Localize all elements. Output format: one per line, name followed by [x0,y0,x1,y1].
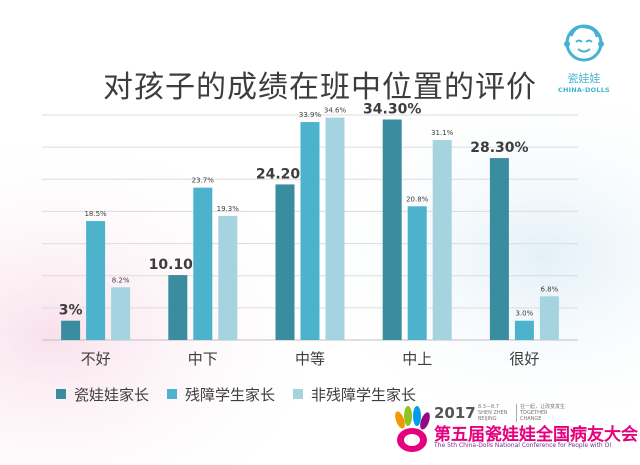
bar [539,296,559,340]
bar [111,287,131,340]
data-label: 3% [59,303,83,319]
data-label: 24.20% [256,166,314,182]
event-slogan: 在一起，让改变发生 TOGETHER CHANGE [516,404,578,422]
colorful-hand-logo-icon [395,406,430,452]
x-tick-label: 不好 [81,350,111,368]
brand-name-en: CHINA-DOLLS [558,86,610,94]
data-label: 34.6% [324,107,347,115]
legend-item: 非残障学生家长 [293,384,416,405]
data-label: 34.30% [363,102,421,118]
data-label: 19.3% [217,205,240,213]
x-tick-label: 中等 [295,350,325,368]
event-name-en: The 5th China-Dolls National Conference … [434,442,612,449]
brand-name-cn: 瓷娃娃 [567,72,601,85]
data-label: 8.2% [112,276,130,284]
chart-title: 对孩子的成绩在班中位置的评价 [103,70,537,105]
data-label: 10.10% [149,257,207,273]
bar [407,206,427,340]
china-dolls-logo: 瓷娃娃 CHINA-DOLLS [548,20,620,94]
legend-swatch [167,389,178,399]
legend-label: 瓷娃娃家长 [74,385,150,404]
bar [275,184,295,340]
legend-label: 非残障学生家长 [311,385,417,404]
legend-swatch [56,389,66,399]
data-label: 33.9% [299,111,322,119]
x-tick-label: 中上 [402,350,432,368]
legend-label: 残障学生家长 [185,385,276,404]
bar [218,215,238,340]
bar [382,119,402,340]
event-slogan-text: 在一起，让改变发生 [520,404,566,410]
bar [489,158,509,340]
x-tick-label: 中下 [188,350,218,368]
baby-face-icon [564,24,604,62]
conference-banner: 2017 8.3—8.7 SHEN ZHEN BEIJING 在一起，让改变发生… [392,398,640,465]
bar [86,221,106,340]
event-dates: 8.3—8.7 SHEN ZHEN BEIJING [478,404,514,422]
event-slogan-text: TOGETHER [520,410,548,416]
data-label: 3.0% [516,310,534,318]
event-date-text: 8.3—8.7 [478,404,499,410]
data-label: 20.8% [406,195,429,203]
event-year: 2017 [434,404,476,422]
event-city-text: SHEN ZHEN [478,410,508,416]
event-slogan-text: CHANGE [520,416,542,422]
data-label: 18.5% [84,210,107,218]
legend-item: 瓷娃娃家长 [56,384,149,405]
bar [514,320,534,340]
legend-item: 残障学生家长 [167,384,275,405]
bar [168,275,188,340]
legend-swatch [293,389,304,399]
data-label: 31.1% [431,129,454,137]
bar [432,140,452,340]
data-label: 6.8% [541,285,559,293]
bar [193,187,213,340]
bar [300,122,320,340]
x-tick-label: 很好 [509,350,539,368]
event-name-cn: 第五届瓷娃娃全国病友大会 [434,425,638,445]
chart-legend: 瓷娃娃家长 残障学生家长 非残障学生家长 [56,384,434,404]
event-city-text: BEIJING [478,416,497,422]
bar [61,320,81,340]
bar [325,117,345,340]
data-label: 23.7% [192,177,215,185]
data-label: 28.30% [470,140,528,156]
